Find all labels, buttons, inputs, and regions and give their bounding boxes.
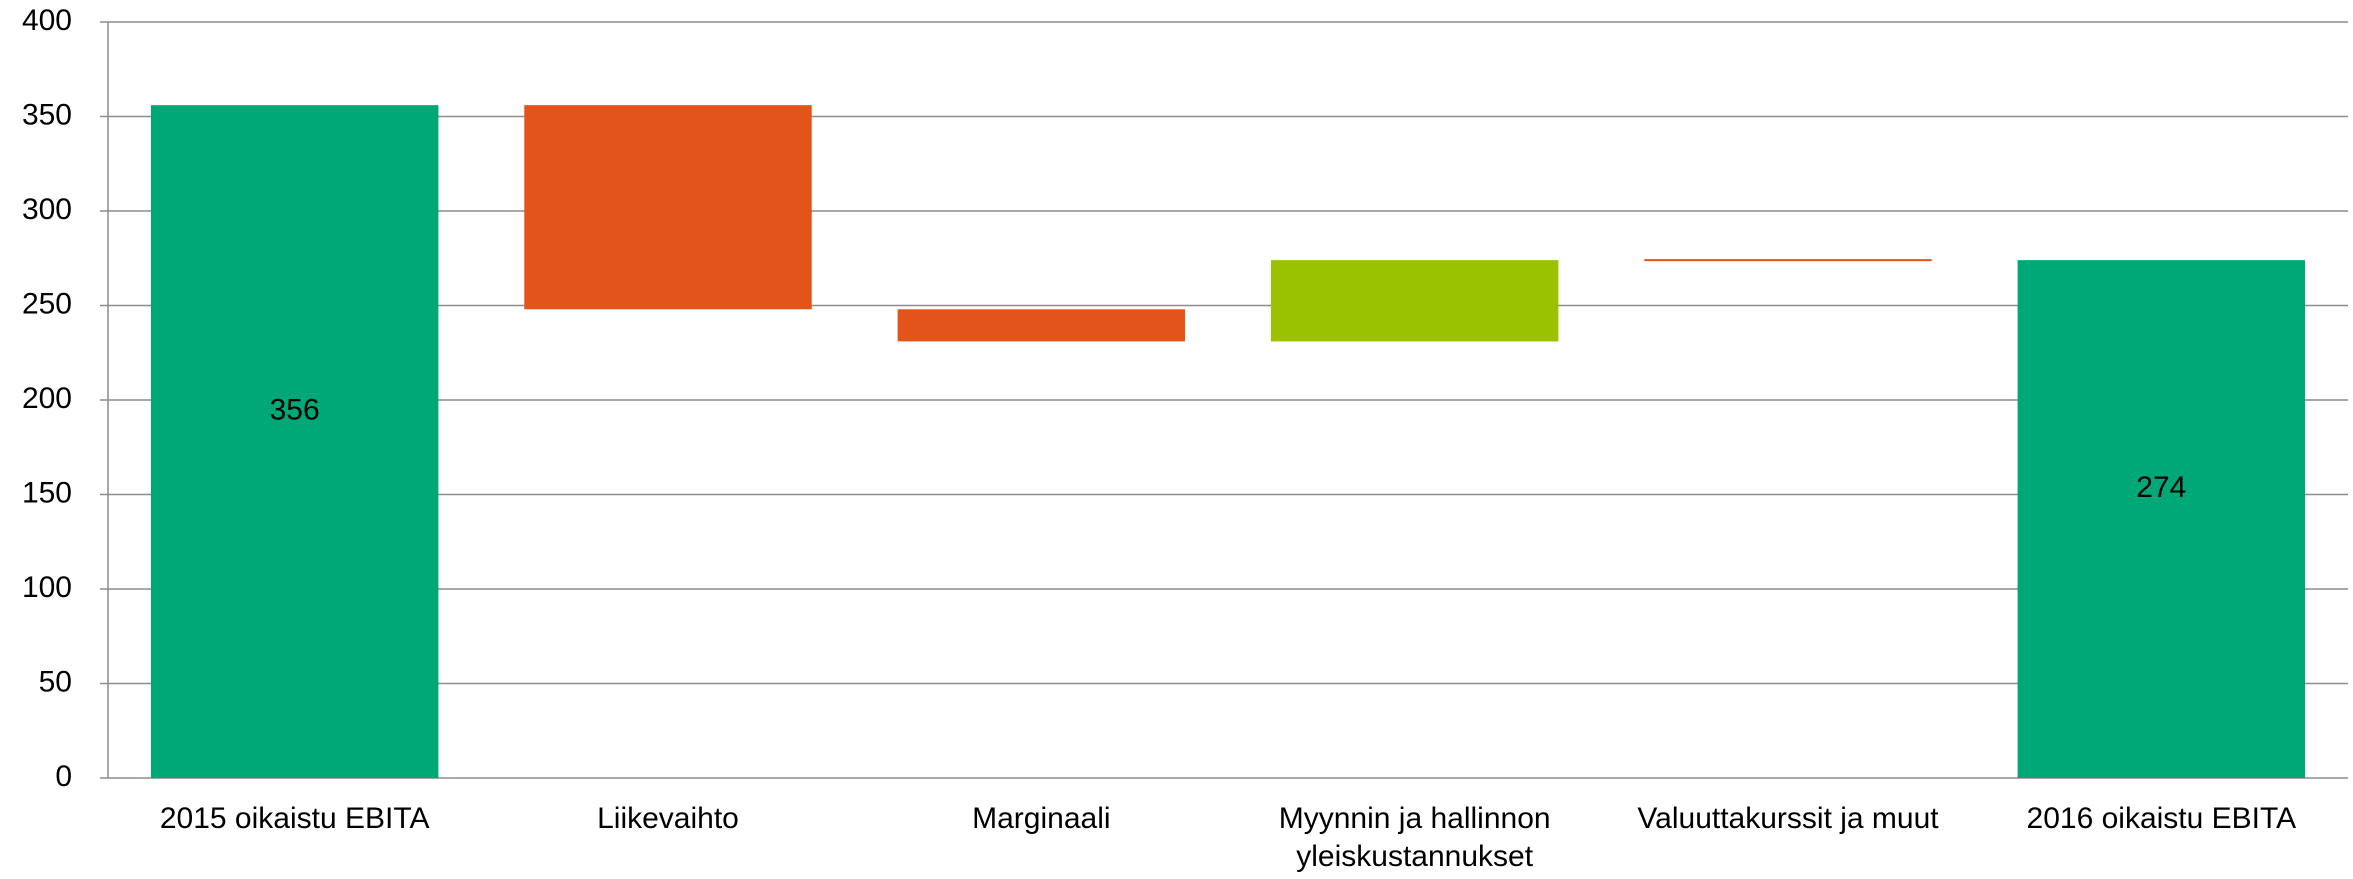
x-tick-label: Liikevaihto xyxy=(597,802,739,835)
y-tick-label: 0 xyxy=(55,760,72,793)
x-tick-label: Valuuttakurssit ja muut xyxy=(1637,802,1939,835)
data-label: 274 xyxy=(2136,471,2186,504)
y-tick-label: 350 xyxy=(22,98,72,131)
y-tick-label: 200 xyxy=(22,382,72,415)
x-tick-label: 2015 oikaistu EBITA xyxy=(159,802,430,835)
y-tick-label: 100 xyxy=(22,571,72,604)
x-tick-label: Marginaali xyxy=(972,802,1111,835)
bar xyxy=(1270,260,1559,342)
bar xyxy=(524,105,812,310)
y-tick-label: 50 xyxy=(39,665,72,698)
y-tick-label: 250 xyxy=(22,287,72,320)
x-tick-label: Myynnin ja hallinnon yleiskustannukset xyxy=(1278,802,1551,873)
y-tick-label: 400 xyxy=(22,4,72,37)
bar xyxy=(2017,260,2306,778)
data-label: 356 xyxy=(270,394,320,427)
bar xyxy=(150,105,439,778)
bar xyxy=(897,309,1186,342)
y-tick-label: 150 xyxy=(22,476,72,509)
y-tick-label: 300 xyxy=(22,193,72,226)
x-tick-label: 2016 oikaistu EBITA xyxy=(2026,802,2297,835)
